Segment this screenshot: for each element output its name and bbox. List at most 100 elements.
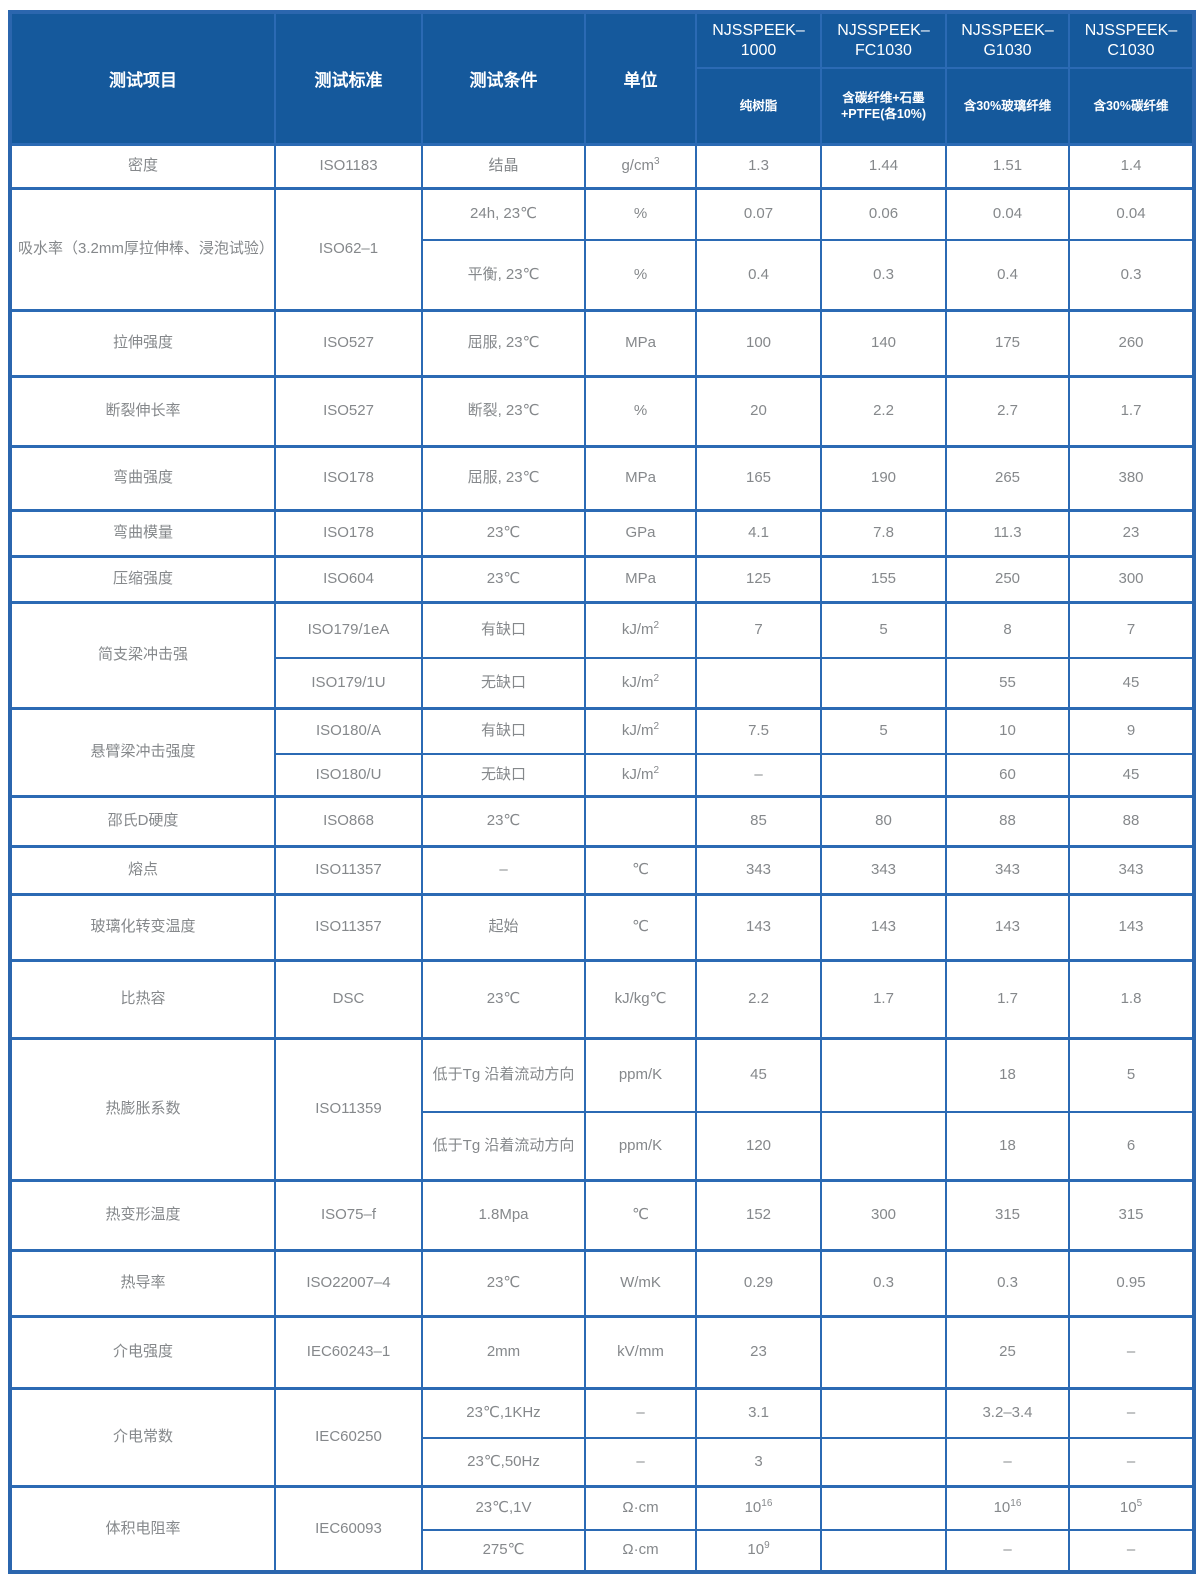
value-cell: 109 <box>695 1529 822 1573</box>
table-row: 拉伸强度 ISO527 屈服, 23℃ MPa 100 140 175 260 <box>9 308 1195 377</box>
unit-cell: Ω·cm <box>584 1484 697 1531</box>
condition-cell: 起始 <box>421 892 586 961</box>
unit-cell: Ω·cm <box>584 1529 697 1573</box>
condition-cell: 23℃ <box>421 958 586 1039</box>
value-cell: 1016 <box>945 1484 1070 1531</box>
value-cell: 155 <box>820 554 947 603</box>
value-cell: 23 <box>695 1314 822 1389</box>
value-cell: 8 <box>945 600 1070 659</box>
value-cell <box>695 657 822 709</box>
value-cell: 23 <box>1068 508 1195 557</box>
standard-cell: ISO11357 <box>274 844 423 895</box>
value-cell: 0.06 <box>820 186 947 241</box>
value-cell: – <box>1068 1386 1195 1439</box>
condition-cell: 1.8Mpa <box>421 1178 586 1251</box>
value-cell <box>820 1036 947 1113</box>
value-cell: 7.8 <box>820 508 947 557</box>
condition-cell: 结晶 <box>421 142 586 189</box>
value-cell: 80 <box>820 794 947 847</box>
item-cell: 弯曲强度 <box>9 444 276 511</box>
value-cell: 0.04 <box>1068 186 1195 241</box>
value-cell <box>820 1314 947 1389</box>
value-cell: 18 <box>945 1036 1070 1113</box>
header-item: 测试项目 <box>9 11 276 145</box>
value-cell: 6 <box>1068 1111 1195 1181</box>
condition-cell: 低于Tg 沿着流动方向 <box>421 1111 586 1181</box>
superscript: 2 <box>653 672 660 684</box>
unit-cell: kJ/m2 <box>584 600 697 659</box>
value-cell <box>820 657 947 709</box>
unit-cell: kJ/m2 <box>584 657 697 709</box>
value-cell: 343 <box>945 844 1070 895</box>
value-cell: 380 <box>1068 444 1195 511</box>
value-cell: 315 <box>945 1178 1070 1251</box>
table-row: 275℃ Ω·cm 109 – – <box>10 1529 1195 1573</box>
table-row: 邵氏D硬度 ISO868 23℃ 85 80 88 88 <box>9 794 1195 847</box>
value-cell: 175 <box>945 308 1070 377</box>
standard-cell: ISO868 <box>274 794 423 847</box>
value-cell: 7.5 <box>695 706 822 755</box>
superscript: 2 <box>653 721 660 733</box>
value-cell: – <box>1068 1314 1195 1389</box>
value-cell: 5 <box>820 600 947 659</box>
table-body: 密度 ISO1183 结晶 g/cm3 1.3 1.44 1.51 1.4 吸水率（3.2mm厚… <box>9 142 1195 1573</box>
table-row: 简支梁冲击强 ISO179/1eA 有缺口 kJ/m2 7 5 8 7 <box>9 600 1195 709</box>
table-row: 吸水率（3.2mm厚拉伸棒、浸泡试验） ISO62–1 24h, 23℃% 0.07 0… <box>9 186 1195 311</box>
value-cell: 0.07 <box>695 186 822 241</box>
value-cell <box>820 753 947 797</box>
unit-cell <box>584 794 697 847</box>
table-row: 平衡, 23℃% 0.4 0.3 0.4 0.3 <box>10 239 1195 311</box>
superscript: 5 <box>1136 1498 1143 1510</box>
header-condition: 测试条件 <box>421 11 586 145</box>
table-row: 热变形温度 ISO75–f 1.8Mpa ℃ 152 300 315 315 <box>9 1178 1195 1251</box>
item-cell: 邵氏D硬度 <box>9 794 276 847</box>
value-cell: 1.7 <box>1068 374 1195 447</box>
value-cell: 0.4 <box>945 239 1070 311</box>
product-desc: 含30%碳纤维 <box>1068 67 1195 145</box>
unit-cell: ppm/K <box>584 1111 697 1181</box>
value-cell: 9 <box>1068 706 1195 755</box>
superscript: 16 <box>761 1498 773 1510</box>
value-cell <box>820 1111 947 1181</box>
table-row: 弯曲强度 ISO178 屈服, 23℃ MPa 165 190 265 380 <box>9 444 1195 511</box>
value-cell: – <box>1068 1529 1195 1573</box>
condition-cell: – <box>421 844 586 895</box>
value-cell: 0.3 <box>820 239 947 311</box>
superscript: 16 <box>1010 1498 1022 1510</box>
unit-cell: ppm/K <box>584 1036 697 1113</box>
table-row: 介电强度 IEC60243–1 2mm kV/mm 23 25– <box>9 1314 1195 1389</box>
table-row: 玻璃化转变温度 ISO11357 起始 ℃ 143 143 143 143 <box>9 892 1195 961</box>
value-cell: 45 <box>1068 657 1195 709</box>
value-cell: 3.1 <box>695 1386 822 1439</box>
value-cell: 152 <box>695 1178 822 1251</box>
standard-cell: ISO1183 <box>274 142 423 189</box>
value-cell: 20 <box>695 374 822 447</box>
value-cell: 60 <box>945 753 1070 797</box>
value-cell <box>820 1386 947 1439</box>
standard-cell: ISO180/U <box>274 753 423 797</box>
unit-cell: g/cm3 <box>584 142 697 189</box>
value-cell: 300 <box>1068 554 1195 603</box>
value-cell: 265 <box>945 444 1070 511</box>
unit-cell: % <box>584 239 697 311</box>
table-row: 密度 ISO1183 结晶 g/cm3 1.3 1.44 1.51 1.4 <box>9 142 1195 189</box>
value-cell: 4.1 <box>695 508 822 557</box>
standard-cell: ISO604 <box>274 554 423 603</box>
unit-cell: MPa <box>584 554 697 603</box>
condition-cell: 23℃,1KHz <box>421 1386 586 1439</box>
product-desc: 含30%玻璃纤维 <box>945 67 1070 145</box>
table-row: 低于Tg 沿着流动方向 ppm/K 120 18 6 <box>10 1111 1195 1181</box>
item-cell: 玻璃化转变温度 <box>9 892 276 961</box>
item-cell: 密度 <box>9 142 276 189</box>
unit-cell: W/mK <box>584 1248 697 1317</box>
standard-cell: ISO178 <box>274 508 423 557</box>
value-cell <box>820 1437 947 1487</box>
standard-cell: ISO178 <box>274 444 423 511</box>
value-cell: 1.51 <box>945 142 1070 189</box>
condition-cell: 23℃,50Hz <box>421 1437 586 1487</box>
condition-cell: 屈服, 23℃ <box>421 444 586 511</box>
value-cell: – <box>945 1529 1070 1573</box>
value-cell: 88 <box>945 794 1070 847</box>
value-cell: 18 <box>945 1111 1070 1181</box>
value-cell: 0.3 <box>820 1248 947 1317</box>
